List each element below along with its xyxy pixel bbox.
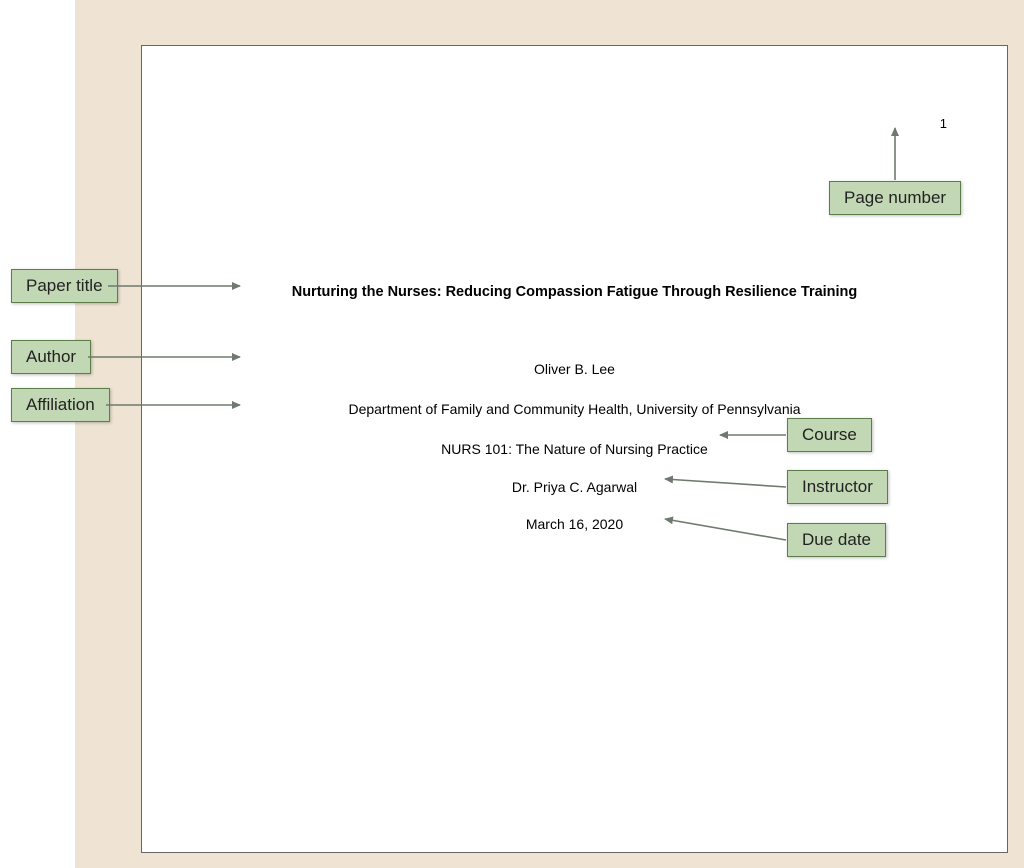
course: NURS 101: The Nature of Nursing Practice (142, 441, 1007, 457)
affiliation: Department of Family and Community Healt… (142, 401, 1007, 417)
callout-instructor: Instructor (787, 470, 888, 504)
paper-title: Nurturing the Nurses: Reducing Compassio… (142, 284, 1007, 300)
author-name: Oliver B. Lee (142, 361, 1007, 377)
callout-page-number: Page number (829, 181, 961, 215)
callout-author: Author (11, 340, 91, 374)
page-number: 1 (940, 116, 947, 131)
callout-paper-title: Paper title (11, 269, 118, 303)
callout-course: Course (787, 418, 872, 452)
callout-due-date: Due date (787, 523, 886, 557)
document-page: 1 Nurturing the Nurses: Reducing Compass… (141, 45, 1008, 853)
callout-affiliation: Affiliation (11, 388, 110, 422)
